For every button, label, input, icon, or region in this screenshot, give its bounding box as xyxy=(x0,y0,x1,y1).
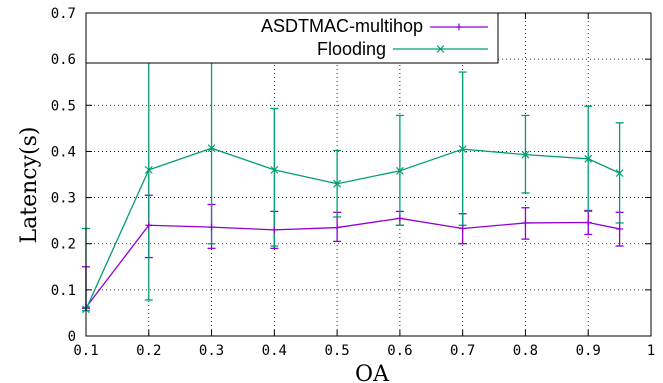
data-point-asdtmac-multihop xyxy=(145,221,153,229)
series-markers xyxy=(82,144,624,314)
y-axis-label: Latency(s) xyxy=(17,127,42,244)
marker-stroke xyxy=(584,154,593,163)
x-tick-label: 0.8 xyxy=(513,343,538,359)
data-point-asdtmac-multihop xyxy=(208,223,216,231)
marker-stroke xyxy=(458,145,467,154)
x-axis-label: OA xyxy=(355,362,390,383)
data-point-flooding xyxy=(333,179,342,188)
data-point-flooding xyxy=(270,165,279,174)
x-tick-label: 0.1 xyxy=(73,343,98,359)
y-tick-label: 0 xyxy=(68,329,76,345)
marker-stroke xyxy=(333,179,342,188)
x-tick-label: 0.5 xyxy=(324,343,349,359)
x-tick-label: 0.9 xyxy=(576,343,601,359)
axis-ticks: 0.1 0.2 0.3 0.4 0.5 0.6 0.7 0.8 0.9 100.10.20.30.… xyxy=(51,6,656,359)
series-line-flooding xyxy=(85,147,620,310)
y-tick-label: 0.7 xyxy=(51,6,76,22)
y-tick-label: 0.4 xyxy=(51,144,76,160)
marker-stroke xyxy=(207,144,216,153)
x-tick-label: 0.2 xyxy=(136,343,161,359)
data-point-flooding xyxy=(144,165,153,174)
series-line-asdtmac-multihop xyxy=(85,217,620,308)
data-point-flooding xyxy=(458,145,467,154)
error-bars xyxy=(82,39,624,312)
y-tick-label: 0.3 xyxy=(51,191,76,207)
legend-marker-flooding xyxy=(436,45,445,53)
legend: ASDTMAC-multihop Flooding xyxy=(85,12,499,64)
data-point-flooding xyxy=(584,154,593,163)
x-tick-label: 0.4 xyxy=(262,343,287,359)
marker-stroke xyxy=(144,165,153,174)
y-tick-label: 0.6 xyxy=(51,52,76,68)
marker-stroke xyxy=(270,165,279,174)
y-tick-label: 0.5 xyxy=(51,98,76,114)
x-tick-label: 1 xyxy=(647,343,655,359)
data-point-flooding xyxy=(615,169,624,178)
marker-stroke xyxy=(615,169,624,178)
data-point-flooding xyxy=(395,166,404,175)
data-point-asdtmac-multihop xyxy=(584,218,592,226)
data-point-asdtmac-multihop xyxy=(270,226,278,234)
marker-stroke xyxy=(521,150,530,159)
x-tick-label: 0.7 xyxy=(450,343,475,359)
data-point-asdtmac-multihop xyxy=(616,225,624,233)
data-point-asdtmac-multihop xyxy=(333,224,341,232)
legend-box xyxy=(85,12,499,64)
data-point-asdtmac-multihop xyxy=(459,224,467,232)
data-point-asdtmac-multihop xyxy=(396,214,404,222)
data-point-asdtmac-multihop xyxy=(521,219,529,227)
y-tick-label: 0.1 xyxy=(51,283,76,299)
y-tick-label: 0.2 xyxy=(51,237,76,253)
series-lines xyxy=(85,147,620,310)
x-tick-label: 0.6 xyxy=(387,343,412,359)
legend-label-asdtmac: ASDTMAC-multihop xyxy=(261,16,423,36)
data-point-flooding xyxy=(207,144,216,153)
x-tick-label: 0.3 xyxy=(199,343,224,359)
data-point-flooding xyxy=(521,150,530,159)
marker-stroke xyxy=(395,166,404,175)
legend-label-flooding: Flooding xyxy=(317,39,386,59)
